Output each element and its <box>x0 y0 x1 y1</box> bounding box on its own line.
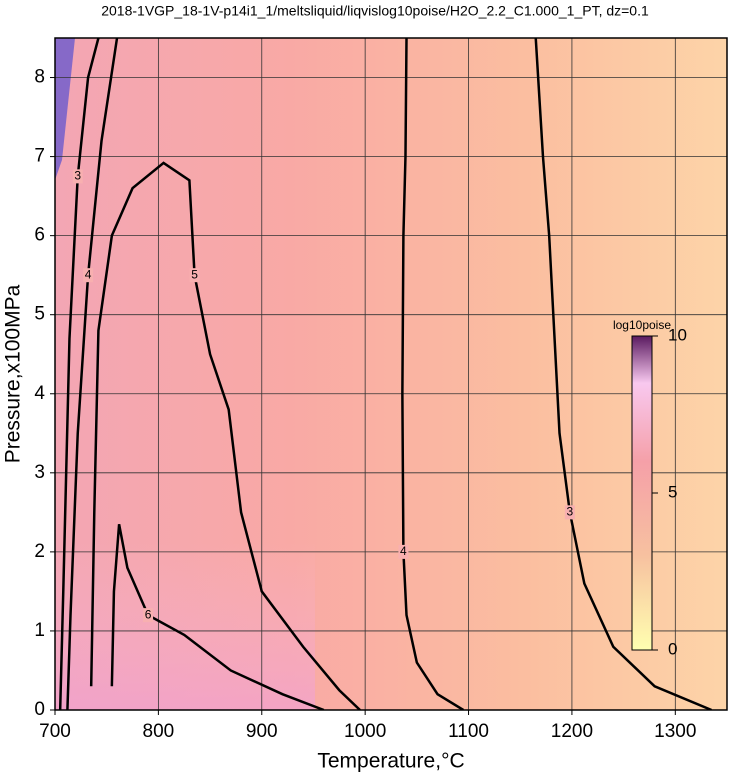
x-tick-label: 1100 <box>448 721 489 742</box>
y-tick-label: 0 <box>34 699 45 720</box>
y-tick-label: 6 <box>34 225 45 246</box>
contour-label: 6 <box>145 607 152 621</box>
contour-line <box>58 38 100 710</box>
y-tick-label: 4 <box>34 383 45 404</box>
contour-label-bg <box>564 505 575 520</box>
contour-label: 5 <box>191 267 198 281</box>
contour-label-bg <box>143 608 154 623</box>
colorbar-label: log10poise <box>613 318 671 332</box>
contour-label: 3 <box>74 169 81 183</box>
contour-label-bg <box>72 169 83 184</box>
chart-title: 2018-1VGP_18-1V-p14i1_1/meltsliquid/liqv… <box>101 3 649 19</box>
colorbar-tick-label: 10 <box>668 325 687 344</box>
x-tick-label: 900 <box>246 721 278 742</box>
y-tick-label: 7 <box>34 146 45 167</box>
y-tick-label: 1 <box>34 620 45 641</box>
colorbar-tick-label: 5 <box>668 482 677 501</box>
contour-label: 4 <box>400 544 407 558</box>
x-tick-label: 1300 <box>654 721 696 742</box>
colorbar <box>631 335 653 651</box>
plot-frame <box>54 37 728 711</box>
contour-label-bg <box>189 268 200 283</box>
y-tick-label: 5 <box>34 304 45 325</box>
contour-line <box>534 38 712 710</box>
y-tick-label: 2 <box>34 541 45 562</box>
contour-label: 3 <box>567 505 574 519</box>
contour-label-bg <box>83 268 94 283</box>
x-tick-label: 1000 <box>344 721 386 742</box>
plot-shade <box>55 38 75 180</box>
contour-label-bg <box>398 544 409 559</box>
x-tick-label: 800 <box>143 721 175 742</box>
x-tick-label: 1200 <box>551 721 593 742</box>
y-tick-label: 3 <box>34 462 45 483</box>
x-tick-label: 700 <box>39 721 71 742</box>
x-axis-label: Temperature,°C <box>317 750 464 773</box>
y-tick-label: 8 <box>34 67 45 88</box>
contour-line <box>66 38 119 710</box>
y-axis-label: Pressure,x100MPa <box>2 284 25 463</box>
colorbar-tick-label: 0 <box>668 639 677 658</box>
contour-label: 4 <box>85 267 92 281</box>
